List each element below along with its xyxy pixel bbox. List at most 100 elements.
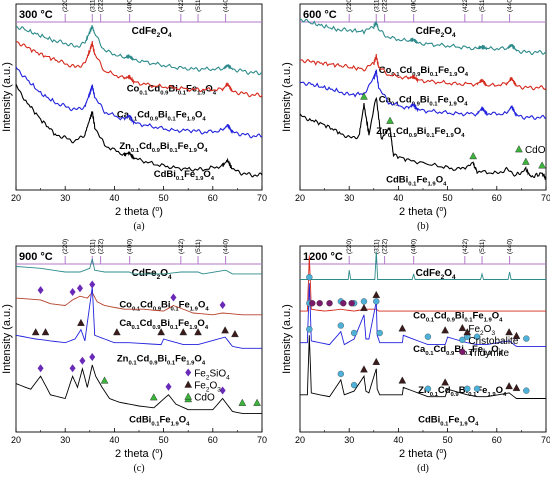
x-axis-title: 2 theta (o) bbox=[115, 448, 163, 460]
hkl-label: (220) bbox=[346, 0, 353, 12]
formula-subscript: 0.1 bbox=[426, 133, 435, 139]
formula-element: Ca bbox=[413, 344, 426, 355]
legend-part: 2 bbox=[206, 374, 210, 381]
hkl-label: (220) bbox=[62, 0, 69, 12]
series-label-ca: Ca0.1Cd0.9Bi0.1Fe1.9O4 bbox=[119, 318, 209, 331]
formula-element: CdBi bbox=[154, 169, 176, 180]
formula-subscript: 4 bbox=[211, 176, 215, 182]
panel-a: 20 30 40 50 60 70 2 theta (o) Intensity (a.u.) (… bbox=[1, 0, 267, 232]
legend-part: 3 bbox=[217, 386, 221, 393]
formula-element: Cd bbox=[434, 311, 447, 322]
formula-subscript: 1.9 bbox=[449, 102, 458, 108]
formula-element: Zn bbox=[418, 385, 430, 396]
formula-subscript: 1.9 bbox=[190, 306, 199, 312]
hkl-label: (222) bbox=[98, 0, 105, 12]
formula-subscript: 0.1 bbox=[430, 392, 439, 398]
formula-subscript: 0.9 bbox=[451, 392, 460, 398]
formula-subscript: 0.9 bbox=[412, 72, 421, 78]
x-axis-title-part: 2 theta ( bbox=[115, 206, 156, 218]
x-tick-label: 20 bbox=[11, 435, 21, 445]
hkl-label: (311) bbox=[89, 0, 96, 12]
formula-subscript: 0.1 bbox=[171, 306, 180, 312]
legend-part: Fe bbox=[194, 380, 206, 391]
x-tick-label: 40 bbox=[393, 435, 403, 445]
formula-element: Zn bbox=[119, 141, 131, 152]
series-line-ca bbox=[299, 54, 547, 91]
reference-name-part: CdFe bbox=[132, 26, 157, 37]
formula-element: Co bbox=[127, 83, 140, 94]
formula-element: Cd bbox=[140, 318, 153, 329]
hkl-label: (311) bbox=[373, 0, 380, 12]
fe2o3-marker bbox=[463, 328, 472, 336]
formula-subscript: 4 bbox=[499, 318, 503, 324]
formula-element: O bbox=[457, 65, 464, 76]
panel-label: (c) bbox=[133, 463, 144, 474]
series-line-zn bbox=[15, 66, 263, 139]
hkl-label: (440) bbox=[507, 0, 514, 12]
formula-element: Bi bbox=[417, 126, 427, 137]
fe2o3-marker bbox=[505, 328, 513, 336]
panel-label: (d) bbox=[417, 463, 429, 474]
formula-element: Co bbox=[413, 311, 426, 322]
fe2sio4-marker bbox=[165, 382, 172, 391]
formula-element: Cd bbox=[139, 141, 152, 152]
x-tick-label: 40 bbox=[109, 435, 119, 445]
series-line-cd bbox=[15, 83, 263, 178]
formula-subscript: 1.9 bbox=[195, 176, 204, 182]
legend-cdo-label: CdO bbox=[194, 392, 215, 403]
legend-fe2o3-icon bbox=[458, 323, 467, 332]
cristobalite-marker bbox=[473, 333, 481, 340]
formula-element: O bbox=[205, 83, 212, 94]
formula-subscript: 1.9 bbox=[187, 116, 196, 122]
formula-element: O bbox=[197, 318, 204, 329]
cristobalite-marker bbox=[306, 274, 313, 281]
fe2o3-marker bbox=[360, 303, 368, 312]
hkl-label: (400) bbox=[411, 0, 418, 12]
formula-subscript: 0.1 bbox=[167, 360, 176, 366]
x-axis-title-part: o bbox=[439, 206, 443, 213]
formula-subscript: 0.1 bbox=[131, 325, 140, 331]
formula-subscript: 1.9 bbox=[171, 422, 180, 428]
series-label-ca: Ca0.1Cd0.9Bi0.1Fe1.9O4 bbox=[379, 95, 469, 108]
x-tick-label: 60 bbox=[492, 193, 502, 203]
reference-name: CdFe2O4 bbox=[416, 268, 456, 281]
formula-element: Cd bbox=[400, 65, 413, 76]
series-label-zn: Zn0.1Cd0.9Bi0.1Fe1.9O4 bbox=[418, 385, 507, 398]
x-tick-label: 20 bbox=[11, 193, 21, 203]
cristobalite-marker bbox=[523, 387, 530, 394]
cristobalite-marker bbox=[360, 298, 368, 305]
hkl-label: (440) bbox=[507, 239, 514, 254]
formula-subscript: 1.9 bbox=[428, 182, 437, 188]
fe2o3-marker bbox=[179, 328, 188, 336]
formula-element: Bi bbox=[161, 299, 171, 310]
formula-subscript: 4 bbox=[186, 422, 190, 428]
cristobalite-marker bbox=[337, 322, 344, 329]
legend-tridymite-icon bbox=[459, 348, 466, 355]
cristobalite-marker bbox=[376, 329, 383, 337]
formula-subscript: 4 bbox=[475, 422, 479, 428]
reference-name-part: 2 bbox=[157, 274, 161, 281]
temperature-label: 900 °C bbox=[19, 251, 53, 263]
x-tick-label: 40 bbox=[393, 193, 403, 203]
x-tick-label: 70 bbox=[541, 193, 550, 203]
legend-fe2o3-label: Fe2O3 bbox=[194, 380, 221, 393]
x-axis-title-part: ) bbox=[443, 448, 447, 460]
formula-subscript: 1.9 bbox=[449, 72, 458, 78]
temperature-label: 600 °C bbox=[303, 9, 337, 21]
formula-subscript: 0.9 bbox=[150, 116, 159, 122]
formula-element: CdBi bbox=[386, 175, 408, 186]
formula-element: Cd bbox=[399, 95, 412, 106]
formula-subscript: 0.1 bbox=[129, 116, 138, 122]
x-axis-title-part: ) bbox=[443, 206, 447, 218]
legend-part: 3 bbox=[491, 330, 495, 337]
formula-subscript: 0.1 bbox=[168, 116, 177, 122]
formula-subscript: 0.1 bbox=[426, 318, 435, 324]
formula-element: Cd bbox=[137, 109, 150, 120]
legend-fe2sio4-label: Fe2SiO4 bbox=[194, 368, 230, 381]
reference-name-part: 2 bbox=[441, 274, 445, 281]
formula-subscript: 0.1 bbox=[425, 351, 434, 357]
cristobalite-marker bbox=[350, 381, 358, 389]
formula-element: O bbox=[197, 141, 204, 152]
formula-element: Fe bbox=[435, 126, 446, 137]
